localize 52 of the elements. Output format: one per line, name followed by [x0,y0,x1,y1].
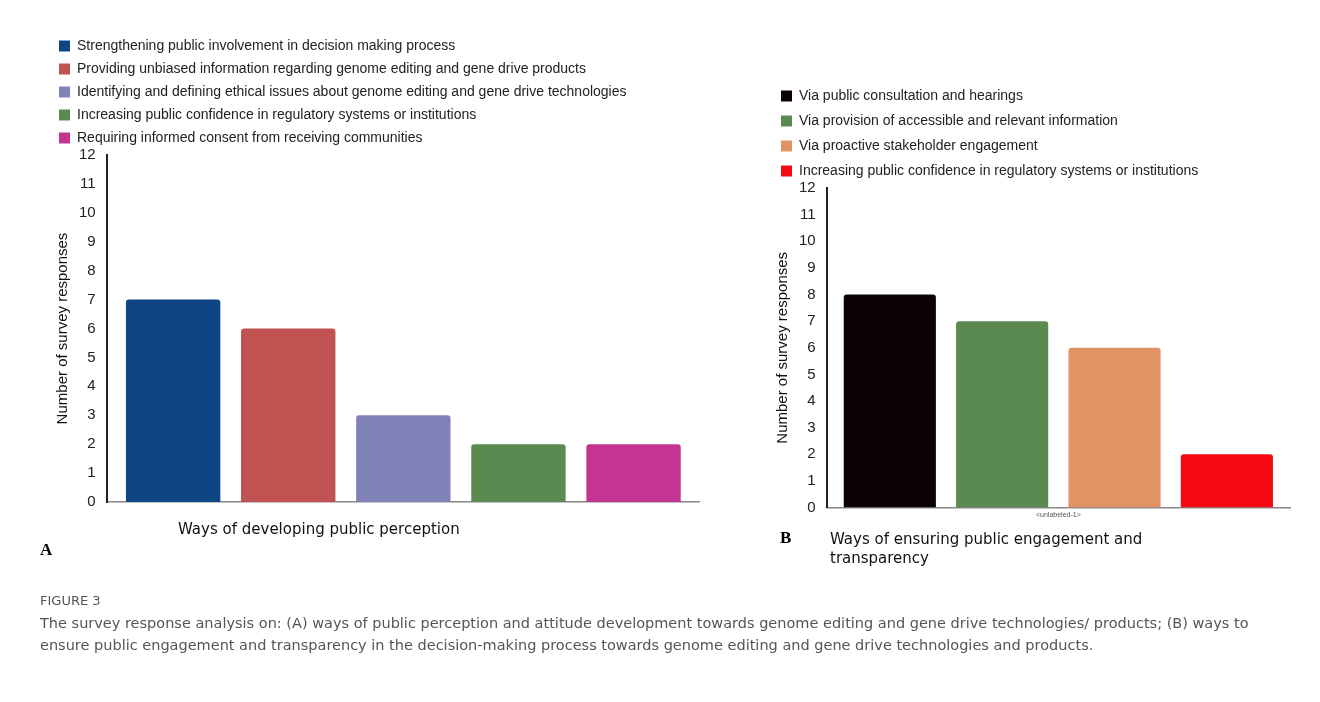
y-tick-label: 0 [807,497,816,515]
y-tick-label: 8 [807,284,816,302]
bar [1068,347,1161,508]
legend-label: Identifying and defining ethical issues about genome editing and gene drive technologies [77,82,627,99]
y-tick-label: 5 [807,364,816,382]
y-tick-label: 12 [799,178,816,196]
bar [956,321,1049,508]
y-tick-label: 9 [807,258,816,276]
caption: FIGURE 3 [40,592,102,610]
y-tick-label: 1 [807,471,816,489]
y-tick-label: 7 [807,311,816,329]
legend-label: Increasing public confidence in regulatory systems or institutions [77,105,477,122]
y-tick-label: 2 [807,444,816,462]
legend-label: Via proactive stakeholder engagement [799,136,1038,153]
bar [843,294,936,508]
y-tick-label: 6 [87,318,96,336]
y-tick-label: 11 [80,174,96,192]
legend-label: Via public consultation and hearings [799,86,1023,103]
legend-label: Via provision of accessible and relevant information [799,111,1118,128]
text: A [40,540,53,560]
bar [241,328,336,502]
legend-label: Requiring informed consent from receiving communities [77,128,423,145]
legend-label: Providing unbiased information regarding genome editing and gene drive products [77,59,586,76]
text: The survey response analysis on: (A) ways of public perception and attitude development towards genome editing and gene drive technologies/ products; (B) ways to ensure public engagement and transparency in the decision-making process towards genome editing and gene drive technologies and products. [40,614,1250,655]
y-tick-label: 3 [807,417,816,435]
y-tick-label: 5 [87,347,96,365]
y-tick-label: 3 [87,405,96,423]
y-tick-label: 7 [87,289,96,307]
x-axis-title: Ways of ensuring public engagement and transparency [830,530,1144,568]
text: B [780,528,792,548]
x-axis-title: Ways of developing public perception [178,520,461,539]
y-tick-label: 6 [807,337,816,355]
y-tick-label: 0 [87,492,96,510]
y-tick-label: 12 [79,145,96,163]
y-tick-label: 1 [87,463,96,481]
bar [356,415,451,502]
y-tick-label: 2 [87,434,96,452]
y-axis-title: Number of survey responses [773,251,791,444]
y-tick-label: 4 [87,376,96,394]
bar [586,444,681,502]
y-tick-label: 9 [87,231,96,249]
legend-label: Increasing public confidence in regulatory systems or institutions [799,161,1199,178]
y-tick-label: 8 [87,260,96,278]
legend-label: Strengthening public involvement in decision making process [77,36,456,53]
bar [125,299,221,502]
bar [471,444,566,502]
y-tick-label: 11 [800,204,816,222]
y-tick-label: 4 [807,391,816,409]
bar [1180,454,1273,508]
y-tick-label: 10 [799,231,816,249]
y-tick-label: 10 [79,202,96,220]
y-axis-title: Number of survey responses [53,232,71,425]
